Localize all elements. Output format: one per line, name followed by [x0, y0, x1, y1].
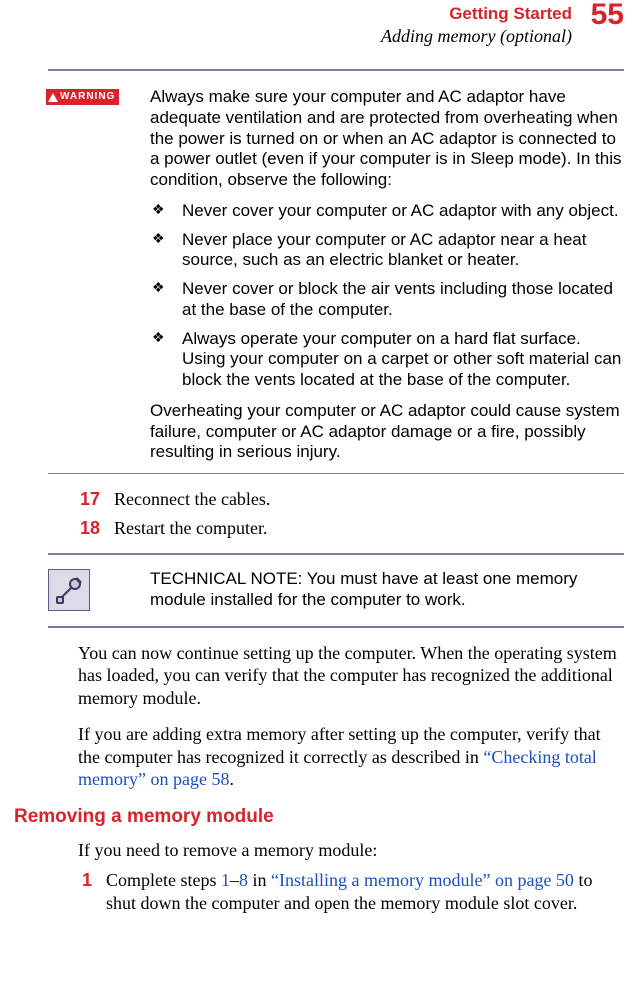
divider — [48, 626, 624, 628]
paragraph: You can now continue setting up the comp… — [78, 642, 624, 710]
step-list: 1 Complete steps 1–8 in “Installing a me… — [78, 869, 624, 914]
step-text: Complete steps 1–8 in “Installing a memo… — [106, 869, 624, 914]
warning-intro: Always make sure your computer and AC ad… — [150, 87, 624, 191]
tech-note-block: TECHNICAL NOTE: You must have at least o… — [48, 569, 624, 610]
step-item: 18 Restart the computer. — [78, 517, 624, 540]
warning-bullet: Always operate your computer on a hard f… — [150, 329, 624, 391]
warning-bullet: Never place your computer or AC adaptor … — [150, 230, 624, 271]
section-heading: Removing a memory module — [14, 805, 624, 829]
step-item: 1 Complete steps 1–8 in “Installing a me… — [78, 869, 624, 914]
warning-triangle-icon — [48, 93, 58, 102]
chapter-title: Getting Started — [449, 3, 572, 24]
step-text: Reconnect the cables. — [114, 488, 270, 511]
para-text: . — [229, 769, 234, 789]
warning-label: WARNING — [60, 92, 115, 102]
step-list: 17 Reconnect the cables. 18 Restart the … — [78, 488, 624, 539]
step-number: 1 — [78, 869, 92, 892]
cross-ref-link[interactable]: “Installing a memory module” on page 50 — [271, 870, 574, 890]
wrench-icon — [48, 569, 90, 611]
warning-block: WARNING Always make sure your computer a… — [48, 87, 624, 463]
page-header: Getting Started Adding memory (optional)… — [0, 0, 638, 53]
warning-badge: WARNING — [46, 89, 119, 105]
section-title: Adding memory (optional) — [381, 26, 572, 46]
warning-bullet: Never cover your computer or AC adaptor … — [150, 201, 624, 222]
paragraph: If you are adding extra memory after set… — [78, 723, 624, 791]
step-ref-link[interactable]: 1 — [221, 870, 230, 890]
step-item: 17 Reconnect the cables. — [78, 488, 624, 511]
divider — [48, 473, 624, 475]
warning-outro: Overheating your computer or AC adaptor … — [150, 401, 624, 463]
header-titles: Getting Started Adding memory (optional) — [381, 2, 572, 47]
warning-bullet: Never cover or block the air vents inclu… — [150, 279, 624, 320]
warning-list: Never cover your computer or AC adaptor … — [150, 201, 624, 391]
step-text: Restart the computer. — [114, 517, 267, 540]
step-number: 18 — [78, 517, 100, 540]
warning-body: Always make sure your computer and AC ad… — [150, 87, 624, 463]
paragraph: If you need to remove a memory module: — [78, 839, 624, 862]
divider — [48, 69, 624, 71]
step-ref-link[interactable]: 8 — [239, 870, 248, 890]
divider — [48, 553, 624, 555]
tech-note-text: TECHNICAL NOTE: You must have at least o… — [150, 569, 624, 610]
step-number: 17 — [78, 488, 100, 511]
page-number: 55 — [591, 0, 624, 30]
